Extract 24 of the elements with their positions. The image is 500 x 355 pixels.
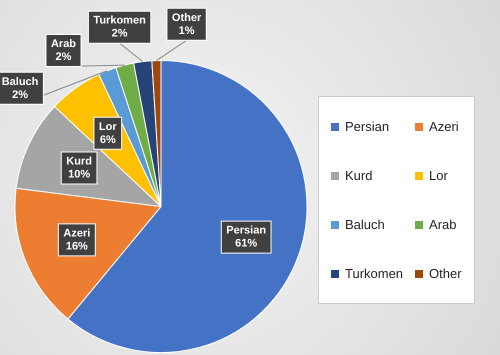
slice-label: Lor bbox=[98, 120, 118, 133]
legend-label: Azeri bbox=[429, 119, 459, 134]
legend-label: Other bbox=[429, 266, 462, 281]
slice-label: Persian bbox=[345, 119, 390, 134]
slice-label: Kurd bbox=[66, 155, 92, 168]
slice-label: Other bbox=[172, 12, 202, 24]
legend-label: Lor bbox=[429, 168, 448, 183]
data-label: 16% bbox=[66, 240, 88, 252]
data-label: 1% bbox=[178, 24, 195, 37]
slice-label: Turkomen bbox=[93, 14, 146, 27]
data-label: 10% bbox=[68, 168, 90, 180]
data-label: 2% bbox=[12, 88, 28, 101]
data-label: 61% bbox=[235, 238, 258, 250]
data-label: 2% bbox=[112, 28, 128, 40]
data-label: 2% bbox=[56, 50, 72, 63]
legend-label: Baluch bbox=[345, 217, 385, 232]
legend-label: Arab bbox=[429, 217, 457, 232]
slice-label: Persian bbox=[226, 224, 266, 237]
data-label: 6% bbox=[100, 134, 116, 146]
slice-label: Arab bbox=[50, 38, 76, 50]
slice-label: Baluch bbox=[2, 76, 39, 88]
legend-label: Turkomen bbox=[345, 266, 404, 281]
legend-label: Kurd bbox=[345, 168, 372, 183]
slice-label: Azeri bbox=[63, 227, 90, 240]
